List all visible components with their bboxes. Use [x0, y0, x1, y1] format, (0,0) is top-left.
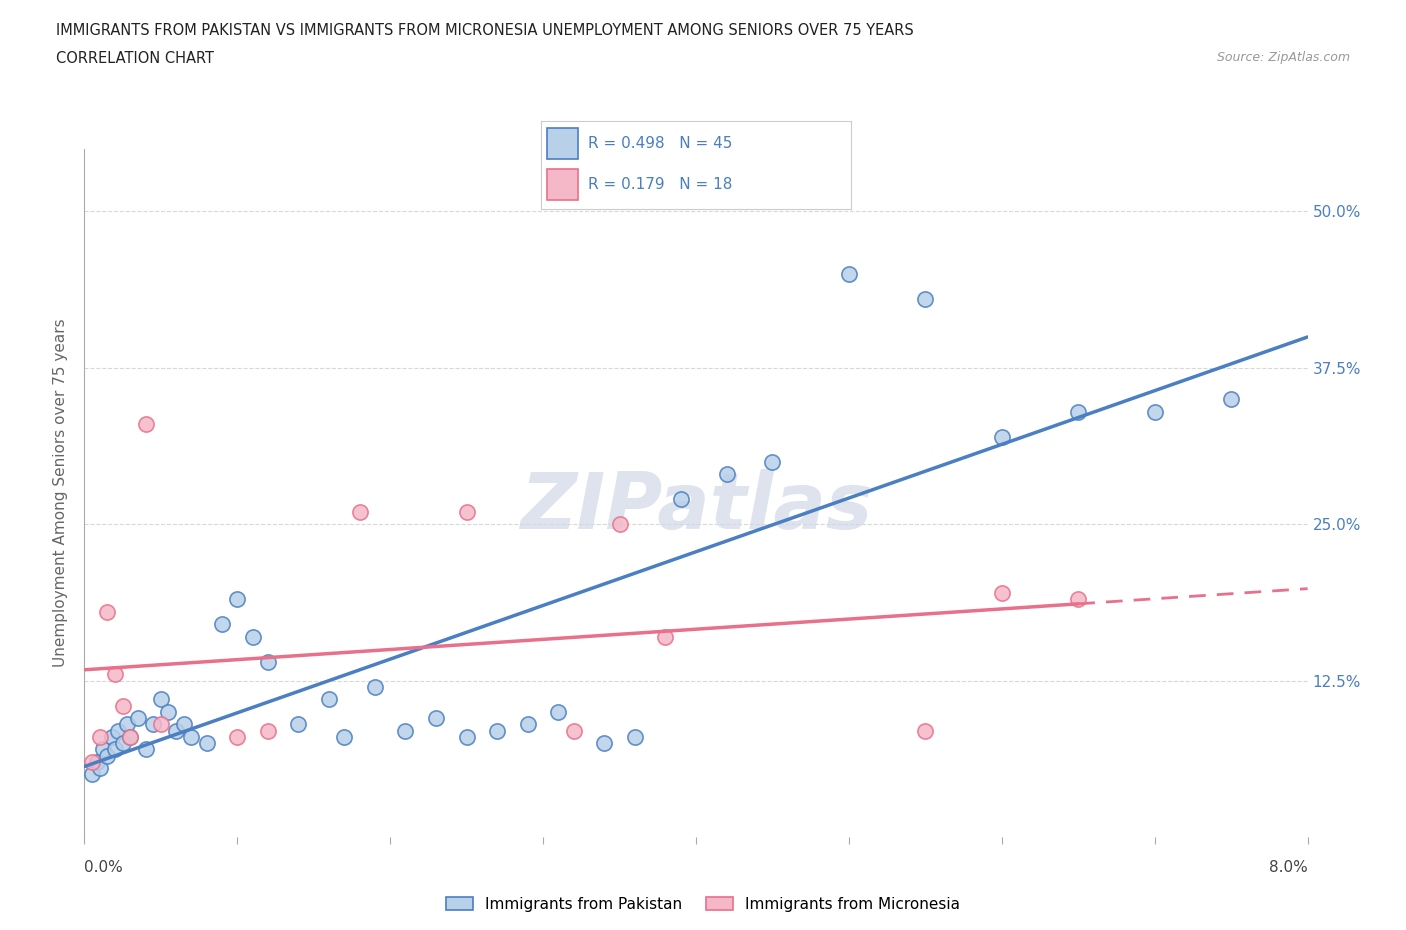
Point [142, 717, 165, 732]
Point [242, 630, 264, 644]
Point [86, 754, 108, 769]
Point [127, 711, 149, 725]
Point [115, 717, 138, 732]
Point [838, 267, 860, 282]
Point [80, 767, 103, 782]
Point [257, 655, 280, 670]
Point [226, 729, 249, 744]
Text: CORRELATION CHART: CORRELATION CHART [56, 51, 214, 66]
Point [914, 724, 936, 738]
Point [1067, 591, 1090, 606]
Y-axis label: Unemployment Among Seniors over 75 years: Unemployment Among Seniors over 75 years [53, 319, 69, 667]
Point [456, 729, 478, 744]
Point [107, 724, 129, 738]
Point [318, 692, 340, 707]
Point [173, 717, 195, 732]
Point [547, 704, 569, 719]
Text: R = 0.498   N = 45: R = 0.498 N = 45 [588, 137, 733, 152]
Point [89, 761, 111, 776]
Point [1067, 405, 1090, 419]
Text: R = 0.179   N = 18: R = 0.179 N = 18 [588, 177, 733, 192]
Text: 0.0%: 0.0% [84, 860, 124, 875]
Point [624, 729, 647, 744]
Point [149, 717, 172, 732]
Point [89, 729, 111, 744]
Point [333, 729, 356, 744]
Point [394, 724, 416, 738]
Text: 8.0%: 8.0% [1268, 860, 1308, 875]
Point [1220, 392, 1243, 406]
Point [669, 492, 692, 507]
Point [609, 517, 631, 532]
Point [96, 749, 118, 764]
Point [135, 417, 157, 432]
Point [180, 729, 202, 744]
Point [364, 680, 387, 695]
Point [991, 429, 1014, 444]
Point [761, 454, 783, 469]
Bar [547, 128, 578, 159]
Point [111, 736, 134, 751]
Point [562, 724, 585, 738]
Point [157, 704, 180, 719]
Point [456, 504, 478, 519]
Point [91, 742, 114, 757]
Point [593, 736, 616, 751]
Point [716, 467, 738, 482]
Point [80, 754, 103, 769]
Point [914, 291, 936, 306]
Point [104, 742, 127, 757]
Point [120, 729, 142, 744]
Point [211, 617, 233, 631]
Text: Source: ZipAtlas.com: Source: ZipAtlas.com [1216, 51, 1350, 64]
Legend: Immigrants from Pakistan, Immigrants from Micronesia: Immigrants from Pakistan, Immigrants fro… [440, 890, 966, 918]
Point [195, 736, 218, 751]
Point [349, 504, 371, 519]
Point [486, 724, 509, 738]
Point [226, 591, 249, 606]
Point [165, 724, 187, 738]
Bar [547, 169, 578, 201]
Text: ZIPatlas: ZIPatlas [520, 469, 872, 545]
Point [425, 711, 447, 725]
Point [120, 729, 142, 744]
Point [149, 692, 172, 707]
Point [104, 667, 127, 682]
Point [991, 586, 1014, 601]
Point [101, 729, 124, 744]
Point [135, 742, 157, 757]
Point [516, 717, 538, 732]
Point [287, 717, 309, 732]
Point [257, 724, 280, 738]
Point [654, 630, 676, 644]
Text: IMMIGRANTS FROM PAKISTAN VS IMMIGRANTS FROM MICRONESIA UNEMPLOYMENT AMONG SENIOR: IMMIGRANTS FROM PAKISTAN VS IMMIGRANTS F… [56, 23, 914, 38]
Point [96, 604, 118, 619]
Point [111, 698, 134, 713]
Point [1143, 405, 1166, 419]
